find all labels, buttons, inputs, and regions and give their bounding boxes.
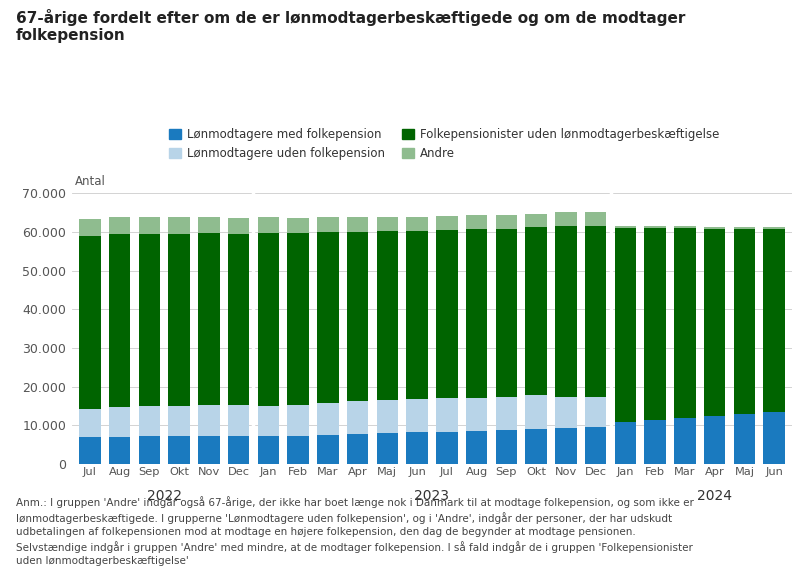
Bar — [79, 438, 101, 464]
Bar — [347, 401, 368, 434]
Bar — [674, 418, 696, 464]
Bar — [436, 216, 458, 230]
Bar — [377, 217, 398, 231]
Text: 67-årige fordelt efter om de er lønmodtagerbeskæftigede og om de modtager
folkep: 67-årige fordelt efter om de er lønmodta… — [16, 9, 686, 43]
Bar — [79, 409, 101, 438]
Bar — [138, 436, 160, 464]
Bar — [317, 233, 338, 403]
Bar — [585, 212, 606, 225]
Bar — [258, 217, 279, 233]
Bar — [406, 432, 428, 464]
Bar — [436, 230, 458, 398]
Bar — [436, 398, 458, 432]
Text: 2024: 2024 — [697, 489, 732, 503]
Bar — [79, 236, 101, 409]
Bar — [287, 436, 309, 464]
Bar — [734, 229, 755, 414]
Bar — [198, 436, 219, 464]
Bar — [198, 233, 219, 405]
Bar — [198, 405, 219, 436]
Bar — [704, 417, 726, 464]
Bar — [436, 432, 458, 464]
Text: Antal: Antal — [75, 175, 106, 188]
Bar — [555, 212, 577, 225]
Bar — [526, 228, 547, 395]
Bar — [109, 217, 130, 234]
Bar — [317, 435, 338, 464]
Bar — [734, 414, 755, 464]
Bar — [763, 412, 785, 464]
Bar — [109, 234, 130, 407]
Bar — [258, 436, 279, 464]
Bar — [287, 233, 309, 405]
Bar — [138, 406, 160, 436]
Bar — [526, 395, 547, 429]
Bar — [614, 228, 636, 422]
Bar — [614, 422, 636, 464]
Bar — [674, 228, 696, 418]
Bar — [377, 231, 398, 399]
Bar — [168, 436, 190, 464]
Bar — [228, 436, 250, 464]
Bar — [228, 406, 250, 436]
Bar — [347, 232, 368, 401]
Bar — [258, 233, 279, 406]
Bar — [614, 226, 636, 228]
Bar — [228, 234, 250, 406]
Bar — [526, 429, 547, 464]
Bar — [347, 217, 368, 232]
Text: 2022: 2022 — [146, 489, 182, 503]
Bar — [585, 397, 606, 427]
Bar — [466, 398, 487, 431]
Bar — [109, 407, 130, 437]
Bar — [704, 226, 726, 229]
Bar — [287, 405, 309, 436]
Bar — [198, 217, 219, 233]
Bar — [228, 218, 250, 234]
Bar — [406, 217, 428, 230]
Legend: Lønmodtagere med folkepension, Lønmodtagere uden folkepension, Folkepensionister: Lønmodtagere med folkepension, Lønmodtag… — [164, 123, 724, 165]
Bar — [674, 226, 696, 228]
Bar — [555, 428, 577, 464]
Bar — [406, 399, 428, 432]
Bar — [347, 434, 368, 464]
Bar — [287, 218, 309, 233]
Bar — [168, 234, 190, 406]
Bar — [496, 430, 517, 464]
Bar — [466, 229, 487, 398]
Bar — [734, 226, 755, 229]
Bar — [555, 225, 577, 397]
Bar — [317, 217, 338, 233]
Bar — [645, 420, 666, 464]
Bar — [406, 230, 428, 399]
Bar — [645, 228, 666, 420]
Bar — [704, 229, 726, 417]
Bar — [168, 217, 190, 234]
Bar — [258, 406, 279, 436]
Bar — [168, 406, 190, 436]
Bar — [555, 397, 577, 428]
Bar — [496, 229, 517, 397]
Text: Anm.: I gruppen 'Andre' indgår også 67-årige, der ikke har boet længe nok i Danm: Anm.: I gruppen 'Andre' indgår også 67-å… — [16, 496, 694, 566]
Bar — [496, 397, 517, 430]
Bar — [377, 399, 398, 433]
Bar — [763, 228, 785, 229]
Bar — [585, 225, 606, 397]
Bar — [109, 437, 130, 464]
Bar — [585, 427, 606, 464]
Bar — [466, 431, 487, 464]
Text: 2023: 2023 — [414, 489, 450, 503]
Bar — [317, 403, 338, 435]
Bar — [377, 433, 398, 464]
Bar — [496, 215, 517, 229]
Bar — [138, 234, 160, 406]
Bar — [526, 214, 547, 228]
Bar — [138, 217, 160, 234]
Bar — [645, 226, 666, 228]
Bar — [763, 229, 785, 412]
Bar — [79, 218, 101, 236]
Bar — [466, 215, 487, 229]
